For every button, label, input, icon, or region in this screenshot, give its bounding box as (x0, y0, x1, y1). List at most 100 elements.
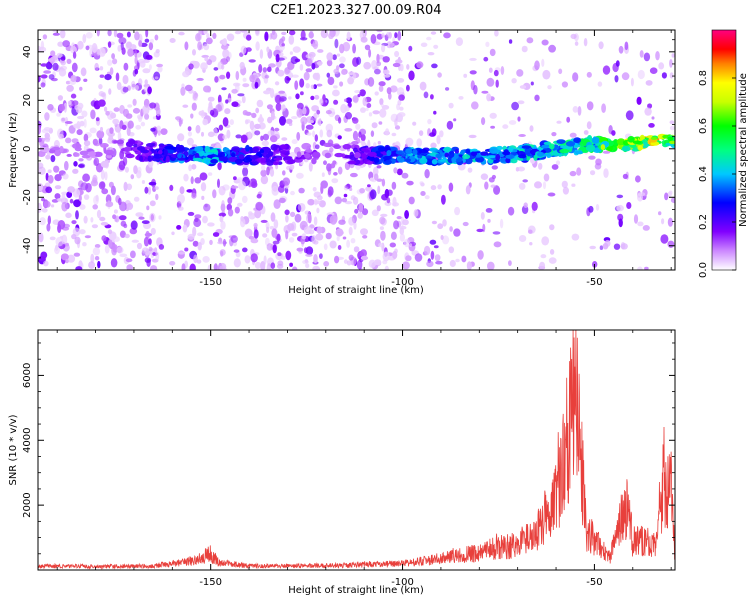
heatmap-noise-speck (618, 218, 623, 228)
heatmap-noise-speck (359, 140, 366, 144)
x-tick-label: -150 (199, 577, 222, 588)
heatmap-noise-speck (65, 259, 69, 264)
heatmap-noise-speck (327, 189, 332, 198)
heatmap-noise-speck (337, 166, 343, 175)
heatmap-noise-speck (442, 235, 450, 245)
heatmap-noise-speck (242, 77, 247, 82)
heatmap-noise-speck (365, 107, 369, 112)
heatmap-noise-speck (98, 181, 106, 190)
heatmap-noise-speck (194, 214, 202, 219)
heatmap-noise-speck (192, 49, 196, 56)
heatmap-signal-blob (435, 153, 442, 159)
heatmap-noise-speck (538, 162, 543, 170)
heatmap-noise-speck (386, 87, 392, 95)
heatmap-noise-speck (38, 202, 42, 213)
heatmap-signal-blob (417, 153, 423, 159)
heatmap-noise-speck (184, 247, 189, 252)
heatmap-noise-speck (380, 103, 385, 108)
heatmap-signal-blob (295, 156, 302, 160)
heatmap-signal-blob (207, 149, 218, 153)
heatmap-signal-blob (591, 136, 600, 144)
heatmap-noise-speck (318, 200, 326, 208)
heatmap-noise-speck (430, 250, 435, 260)
heatmap-noise-speck (112, 58, 118, 65)
heatmap-noise-speck (416, 61, 424, 69)
heatmap-noise-speck (643, 52, 651, 62)
heatmap-signal-blob (296, 151, 302, 158)
heatmap-noise-speck (63, 102, 67, 113)
heatmap-signal-blob (283, 156, 292, 160)
heatmap-noise-speck (644, 266, 649, 270)
heatmap-noise-speck (313, 216, 318, 226)
heatmap-noise-speck (391, 208, 395, 215)
heatmap-noise-speck (296, 172, 304, 179)
heatmap-noise-speck (271, 228, 278, 238)
heatmap-signal-blob (38, 150, 46, 157)
heatmap-noise-speck (427, 118, 432, 125)
heatmap-noise-speck (312, 113, 320, 118)
heatmap-noise-speck (561, 81, 569, 88)
heatmap-noise-speck (207, 172, 213, 176)
heatmap-noise-speck (197, 41, 203, 51)
heatmap-noise-speck (100, 92, 106, 97)
heatmap-signal-blob (425, 158, 435, 166)
heatmap-noise-speck (499, 218, 504, 229)
heatmap-noise-speck (310, 55, 315, 61)
heatmap-noise-speck (50, 204, 55, 208)
heatmap-noise-speck (408, 70, 415, 81)
heatmap-noise-speck (260, 219, 268, 223)
heatmap-noise-speck (298, 187, 305, 194)
heatmap-signal-blob (386, 150, 392, 156)
heatmap-noise-speck (70, 93, 77, 99)
heatmap-noise-speck (645, 80, 653, 86)
heatmap-noise-speck (270, 212, 276, 222)
heatmap-noise-speck (431, 220, 437, 225)
heatmap-noise-speck (484, 181, 489, 190)
heatmap-noise-speck (234, 206, 240, 214)
heatmap-signal-blob (311, 157, 317, 165)
heatmap-noise-speck (272, 244, 277, 254)
heatmap-noise-speck (188, 63, 194, 70)
heatmap-noise-speck (379, 226, 384, 231)
heatmap-noise-speck (372, 166, 379, 177)
heatmap-noise-speck (360, 36, 368, 43)
heatmap-noise-speck (177, 251, 186, 255)
heatmap-noise-speck (426, 36, 432, 41)
heatmap-noise-speck (230, 235, 238, 243)
heatmap-noise-speck (186, 137, 194, 146)
heatmap-noise-speck (196, 77, 204, 81)
heatmap-noise-speck (414, 253, 423, 262)
heatmap-noise-speck (269, 135, 278, 143)
heatmap-noise-speck (75, 106, 83, 114)
heatmap-noise-speck (177, 206, 184, 211)
heatmap-signal-blob (556, 139, 566, 145)
heatmap-noise-speck (188, 164, 193, 172)
heatmap-noise-speck (45, 154, 51, 160)
heatmap-noise-speck (130, 174, 135, 180)
heatmap-noise-speck (113, 30, 118, 38)
heatmap-signal-blob (667, 136, 674, 142)
heatmap-noise-speck (91, 43, 98, 53)
heatmap-noise-speck (614, 75, 619, 83)
heatmap-noise-speck (202, 215, 208, 224)
heatmap-noise-speck (305, 83, 310, 89)
heatmap-signal-blob (389, 151, 398, 157)
heatmap-noise-speck (480, 212, 485, 220)
heatmap-noise-speck (637, 221, 644, 227)
heatmap-noise-speck (347, 77, 354, 85)
heatmap-noise-speck (376, 178, 383, 182)
heatmap-signal-blob (489, 147, 498, 154)
heatmap-noise-speck (362, 97, 368, 107)
heatmap-noise-speck (145, 54, 153, 60)
heatmap-noise-speck (468, 134, 477, 139)
heatmap-noise-speck (187, 211, 195, 216)
heatmap-noise-speck (327, 76, 335, 86)
snr-ylabel: SNR (10 * v/v) (8, 414, 19, 485)
heatmap-noise-speck (530, 81, 534, 86)
heatmap-noise-speck (80, 182, 89, 191)
heatmap-noise-speck (281, 137, 288, 141)
heatmap-noise-speck (453, 228, 461, 237)
heatmap-noise-speck (515, 167, 520, 172)
heatmap-noise-speck (486, 77, 495, 87)
heatmap-noise-speck (401, 172, 409, 179)
